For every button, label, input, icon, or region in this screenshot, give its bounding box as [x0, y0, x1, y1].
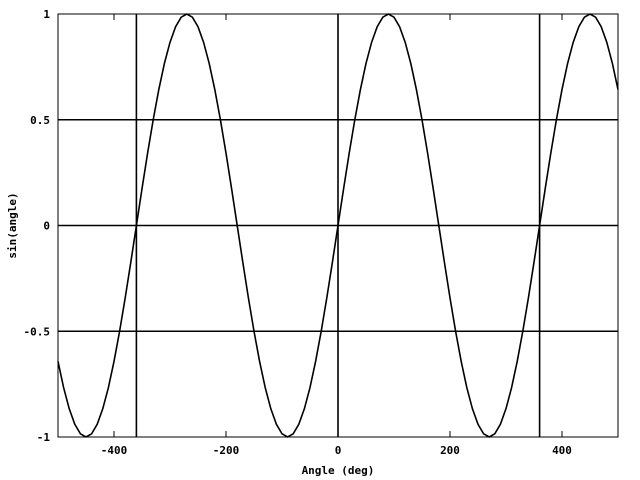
x-tick-labels: -400 -200 0 200 400 [101, 444, 572, 457]
x-tick-label: -200 [213, 444, 240, 457]
y-axis-label: sin(angle) [6, 192, 19, 258]
y-tick-label: 0 [43, 220, 50, 233]
x-tick-label: 200 [440, 444, 460, 457]
y-tick-labels: -1 -0.5 0 0.5 1 [24, 8, 51, 444]
axis-ticks [58, 13, 618, 438]
x-axis-label: Angle (deg) [302, 464, 375, 477]
series-line [57, 13, 619, 438]
y-tick-label: 0.5 [30, 114, 50, 127]
y-tick-label: -1 [37, 431, 51, 444]
x-tick-label: 400 [552, 444, 572, 457]
plot-area [57, 13, 619, 438]
y-tick-label: -0.5 [24, 325, 51, 338]
x-tick-label: -400 [101, 444, 128, 457]
y-tick-label: 1 [43, 8, 50, 21]
x-tick-label: 0 [335, 444, 342, 457]
